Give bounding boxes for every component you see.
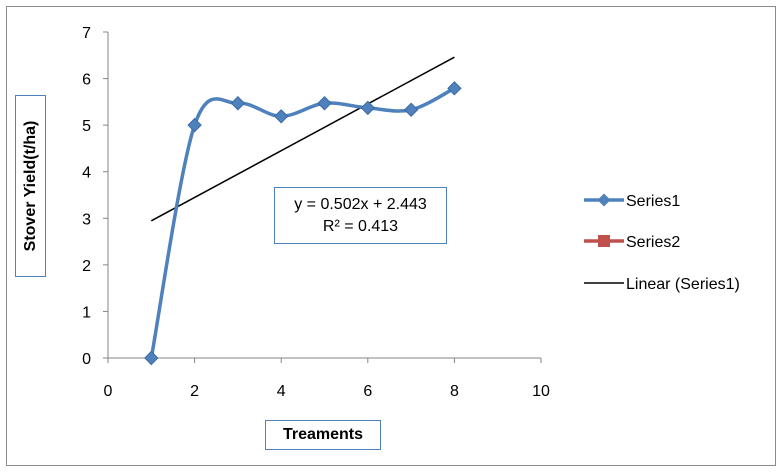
y-tick-label: 6 [82, 72, 91, 89]
series1-point [360, 100, 376, 116]
y-tick-label: 5 [82, 118, 91, 135]
legend: Series1 Series2 Linear (Series1) [584, 193, 740, 293]
legend-series1-label: Series1 [626, 193, 680, 210]
legend-series1-marker [597, 193, 611, 207]
x-tick-label: 2 [190, 383, 199, 400]
x-tick-label: 0 [104, 383, 113, 400]
y-tick-label: 0 [82, 351, 91, 368]
r-squared: R² = 0.413 [322, 217, 399, 235]
y-tick-label: 7 [82, 25, 91, 42]
x-tick-label: 4 [277, 383, 286, 400]
axes: 0 1 2 3 4 5 6 7 0 2 4 6 8 10 [82, 25, 550, 400]
x-axis-label: Treaments [265, 420, 381, 450]
y-tick-label: 2 [82, 258, 91, 275]
series1-point [144, 350, 159, 366]
x-tick-label: 6 [363, 383, 372, 400]
series1-point [187, 117, 202, 133]
y-axis-label-box [15, 95, 46, 277]
series1-point [230, 96, 246, 111]
trendline-equation-box: y = 0.502x + 2.443 R² = 0.413 [274, 187, 447, 244]
series-layer [144, 81, 462, 366]
series1-point [447, 81, 462, 96]
y-tick-label: 3 [82, 211, 91, 228]
series1-point [273, 109, 289, 124]
trendline-segment [150, 56, 455, 222]
trendline [150, 56, 455, 222]
series1-point [403, 102, 419, 117]
series1-point [317, 96, 332, 111]
legend-series2-marker [598, 235, 610, 247]
legend-series2-label: Series2 [626, 234, 680, 251]
y-tick-label: 4 [82, 165, 91, 182]
trendline-equation: y = 0.502x + 2.443 [294, 195, 427, 213]
y-axis-label: Stover Yield(t/ha) [22, 120, 39, 252]
x-tick-label: 10 [532, 383, 550, 400]
legend-trendline-label: Linear (Series1) [626, 276, 740, 293]
y-tick-label: 1 [82, 304, 91, 321]
x-tick-label: 8 [450, 383, 459, 400]
